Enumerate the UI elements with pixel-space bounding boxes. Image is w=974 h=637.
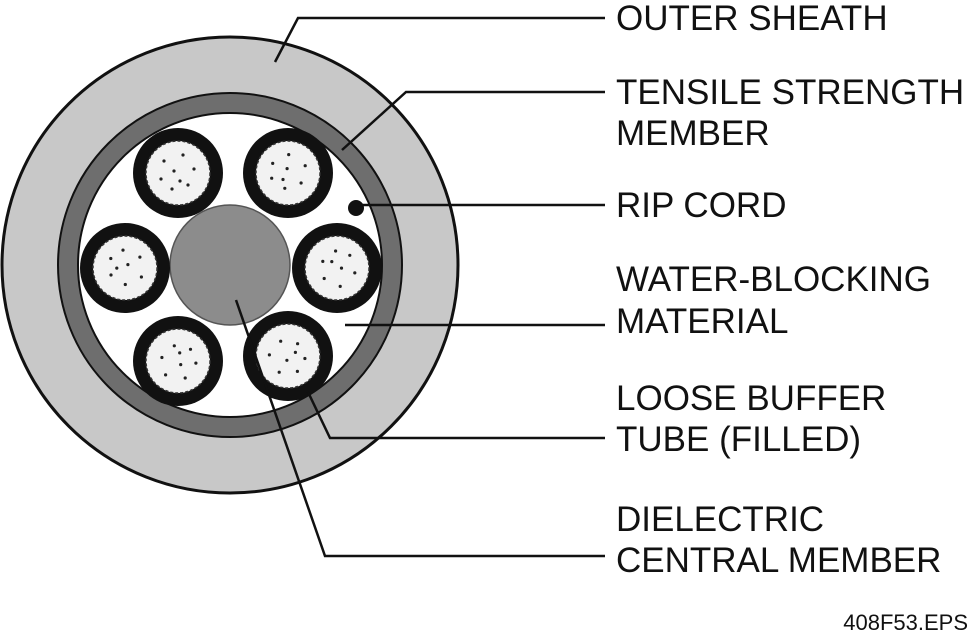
buffer-tube-gel-fill bbox=[255, 140, 321, 206]
optical-fiber bbox=[285, 358, 289, 362]
label-dielectric-central-member-line1: DIELECTRIC bbox=[616, 500, 824, 539]
optical-fiber bbox=[330, 260, 334, 264]
label-water-blocking-material-line2: MATERIAL bbox=[616, 302, 788, 341]
label-tensile-strength-member-line1: TENSILE STRENGTH bbox=[616, 73, 964, 112]
optical-fiber bbox=[172, 169, 176, 173]
buffer-tube-gel-fill bbox=[304, 235, 370, 301]
loose-buffer-tube bbox=[243, 311, 333, 401]
optical-fiber bbox=[334, 249, 338, 253]
optical-fiber bbox=[160, 355, 164, 360]
optical-fiber bbox=[321, 259, 325, 263]
leader-loose-buffer-tube bbox=[306, 391, 605, 440]
optical-fiber bbox=[270, 176, 274, 180]
optical-fiber bbox=[188, 347, 193, 351]
optical-fiber bbox=[353, 271, 357, 275]
optical-fiber bbox=[295, 369, 299, 373]
optical-fiber bbox=[186, 183, 190, 187]
optical-fiber bbox=[178, 351, 182, 355]
label-loose-buffer-tube-line2: TUBE (FILLED) bbox=[616, 420, 861, 459]
loose-buffer-tube bbox=[243, 128, 333, 218]
optical-fiber bbox=[322, 276, 326, 281]
loose-buffer-tubes bbox=[80, 128, 382, 406]
optical-fiber bbox=[287, 153, 291, 157]
optical-fiber bbox=[178, 179, 182, 183]
label-loose-buffer-tube-line1: LOOSE BUFFER bbox=[616, 379, 886, 418]
leader-tensile-strength-member bbox=[341, 90, 605, 151]
loose-buffer-tube bbox=[133, 128, 223, 218]
optical-fiber bbox=[348, 253, 352, 257]
leader-dielectric-central-member bbox=[234, 299, 605, 558]
optical-fiber bbox=[109, 256, 113, 261]
optical-fiber bbox=[303, 164, 307, 168]
optical-fiber bbox=[164, 373, 168, 377]
buffer-tube-gel-fill bbox=[92, 235, 158, 301]
optical-fiber bbox=[293, 350, 297, 354]
optical-fiber bbox=[172, 344, 176, 348]
optical-fiber bbox=[271, 161, 275, 165]
optical-fiber bbox=[283, 186, 287, 190]
optical-fiber bbox=[303, 356, 307, 361]
leader-lines bbox=[234, 16, 605, 558]
optical-fiber bbox=[179, 363, 183, 367]
optical-fiber bbox=[121, 248, 125, 252]
optical-fiber bbox=[194, 361, 198, 365]
optical-fiber bbox=[139, 275, 143, 279]
label-outer-sheath: OUTER SHEATH bbox=[616, 0, 888, 38]
optical-fiber bbox=[277, 370, 281, 374]
optical-fiber bbox=[296, 342, 300, 346]
buffer-tube-gel-fill bbox=[255, 323, 321, 389]
label-water-blocking-material-line1: WATER-BLOCKING bbox=[616, 260, 931, 299]
cable-cross-section bbox=[0, 35, 460, 495]
optical-fiber bbox=[285, 167, 289, 171]
label-rip-cord: RIP CORD bbox=[616, 186, 787, 225]
optical-fiber bbox=[299, 181, 303, 185]
optical-fiber bbox=[181, 153, 185, 157]
optical-fiber bbox=[279, 339, 283, 343]
optical-fiber bbox=[138, 255, 142, 259]
optical-fiber bbox=[281, 177, 285, 182]
loose-buffer-tube bbox=[292, 223, 382, 313]
optical-fiber bbox=[162, 159, 166, 163]
leader-outer-sheath bbox=[273, 16, 605, 63]
dielectric-central-member bbox=[169, 204, 291, 326]
figure-id: 408F53.EPS bbox=[843, 610, 968, 635]
buffer-tube-gel-fill bbox=[145, 328, 211, 394]
optical-fiber bbox=[183, 376, 187, 380]
label-dielectric-central-member-line2: CENTRAL MEMBER bbox=[616, 541, 941, 580]
optical-fiber bbox=[126, 263, 130, 267]
optical-fiber bbox=[170, 187, 174, 191]
optical-fiber bbox=[115, 266, 119, 270]
optical-fiber bbox=[109, 273, 113, 277]
buffer-tube-gel-fill bbox=[145, 140, 211, 206]
labels: OUTER SHEATH TENSILE STRENGTH MEMBER RIP… bbox=[616, 0, 968, 635]
optical-fiber bbox=[267, 353, 271, 357]
optical-fiber bbox=[339, 266, 344, 270]
optical-fiber bbox=[123, 282, 127, 287]
rip-cord bbox=[348, 200, 364, 216]
label-tensile-strength-member-line2: MEMBER bbox=[616, 114, 770, 153]
loose-buffer-tube bbox=[80, 223, 170, 313]
loose-buffer-tube bbox=[133, 316, 223, 406]
optical-fiber bbox=[159, 177, 163, 181]
optical-fiber bbox=[192, 167, 196, 171]
optical-fiber bbox=[338, 284, 342, 288]
